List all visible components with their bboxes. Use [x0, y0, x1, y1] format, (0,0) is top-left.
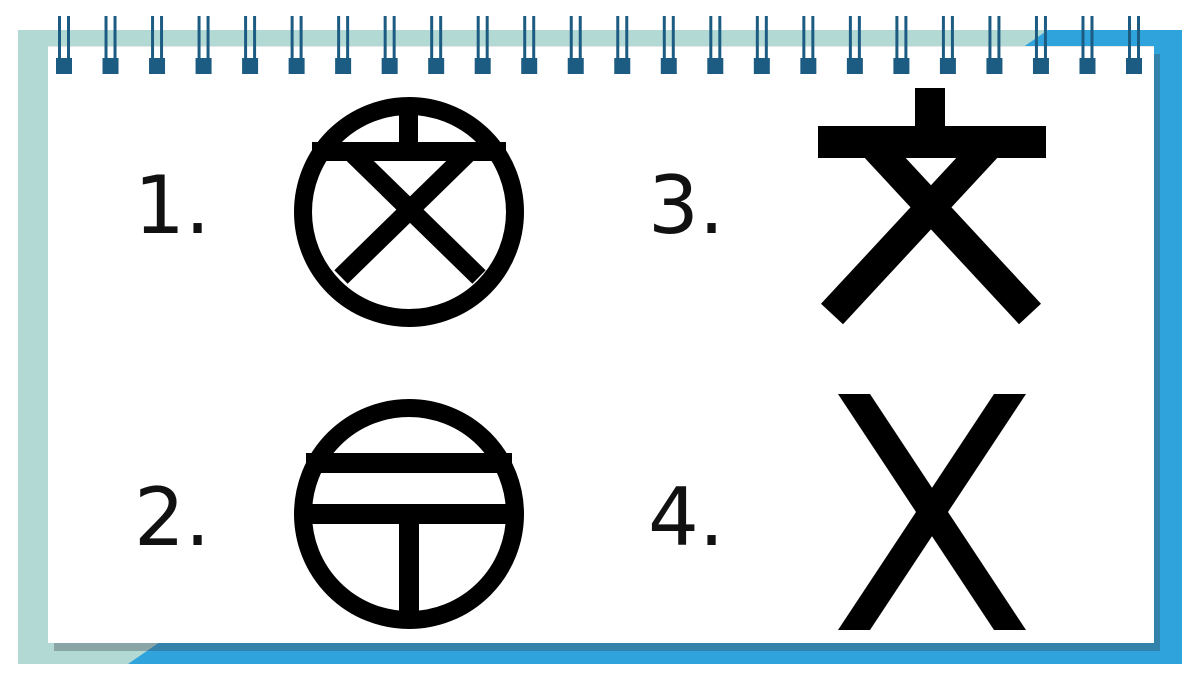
binding-ring [1126, 16, 1142, 74]
binding-ring [939, 16, 956, 74]
binding-ring [893, 16, 910, 74]
binding-ring [474, 16, 491, 74]
binding-ring [521, 16, 538, 74]
binding-ring [56, 16, 72, 74]
binding-ring [846, 16, 863, 74]
binding-ring [707, 16, 724, 74]
binding-ring [381, 16, 398, 74]
binding-ring [753, 16, 770, 74]
binding-ring [149, 16, 166, 74]
binding-ring [567, 16, 584, 74]
binding-ring [102, 16, 119, 74]
binding-ring [800, 16, 817, 74]
circled-post-office-mark-icon [288, 398, 532, 632]
binding-ring [335, 16, 352, 74]
binding-ring [986, 16, 1003, 74]
bun-character-icon [814, 88, 1050, 328]
item-2-label: 2. [134, 471, 211, 564]
binding-ring [660, 16, 677, 74]
binding-ring [288, 16, 305, 74]
binding-ring [428, 16, 445, 74]
binding-ring [195, 16, 212, 74]
binding-ring [614, 16, 631, 74]
circled-bun-icon [288, 96, 532, 330]
binding-ring [1032, 16, 1049, 74]
item-3-label: 3. [648, 159, 725, 252]
item-4-label: 4. [648, 471, 725, 564]
binding-ring [242, 16, 259, 74]
binding-ring [1079, 16, 1096, 74]
x-cross-icon [830, 394, 1030, 634]
spiral-binding [56, 16, 1142, 74]
item-1-label: 1. [134, 159, 211, 252]
